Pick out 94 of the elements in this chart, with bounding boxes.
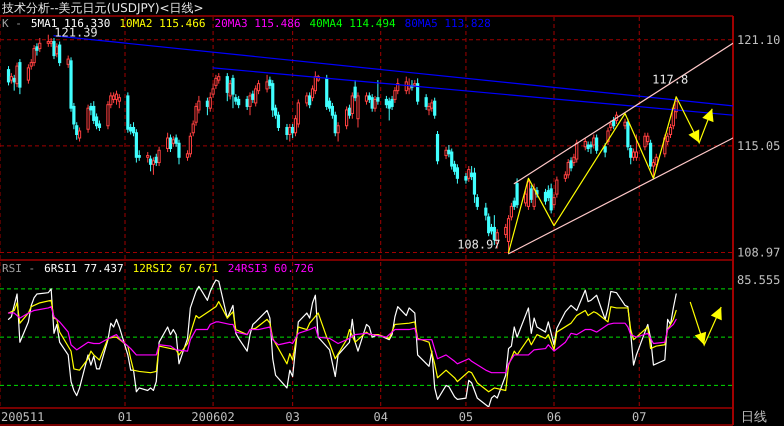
candlestick: [566, 158, 570, 179]
candlestick: [569, 156, 573, 172]
candlestick: [118, 94, 121, 109]
candlestick: [584, 138, 587, 151]
text: 85.555: [737, 273, 780, 287]
candlestick: [32, 44, 36, 67]
candlestick: [168, 134, 172, 153]
x-tick-label: 200511: [1, 410, 44, 424]
text: 12RSI2 67.671: [132, 262, 219, 275]
x-tick-label: 04: [373, 410, 388, 424]
candlestick: [373, 95, 377, 112]
candlestick: [148, 155, 152, 172]
candlestick: [354, 80, 357, 102]
candlestick: [586, 141, 590, 153]
y-tick-label: 108.97: [737, 246, 780, 260]
candlestick: [78, 126, 82, 142]
candlestick: [427, 102, 431, 116]
candlestick: [595, 134, 598, 154]
candlestick: [643, 132, 647, 151]
candlestick: [623, 118, 627, 130]
candlestick: [430, 98, 434, 112]
candlestick: [634, 134, 638, 162]
candlestick: [456, 164, 460, 184]
annotation: K -: [2, 17, 22, 30]
candlestick: [35, 42, 39, 56]
text: 24RSI3 60.726: [228, 262, 314, 275]
candlestick: [388, 97, 391, 121]
candlestick: [589, 141, 593, 154]
x-tick-label: 200602: [191, 410, 235, 424]
candlestick: [246, 95, 249, 110]
candlestick: [146, 152, 150, 164]
annotation: 10MA2 115.466: [119, 17, 206, 30]
candlestick: [649, 139, 652, 170]
candlestick: [467, 166, 470, 182]
candlestick: [58, 41, 62, 67]
candlestick: [265, 74, 269, 93]
candlestick: [416, 78, 420, 106]
candlestick: [612, 116, 616, 130]
annotation: 80MA5 113.828: [404, 17, 491, 30]
candlestick: [530, 184, 533, 204]
candlestick: [231, 74, 235, 109]
candlestick: [152, 156, 156, 176]
candlestick: [444, 146, 448, 160]
candlestick: [226, 72, 229, 102]
text: 6RSI1 77.437: [44, 262, 124, 275]
candlestick: [55, 42, 58, 58]
candlestick: [248, 92, 252, 116]
candlestick: [336, 122, 340, 142]
candlestick: [305, 92, 308, 107]
candlestick: [632, 148, 636, 162]
candlestick: [38, 38, 42, 53]
candlestick: [515, 178, 519, 209]
candlestick: [12, 74, 16, 92]
candlestick: [288, 123, 292, 142]
x-axis-title: 日线: [741, 410, 767, 425]
candlestick: [433, 97, 436, 120]
candlestick: [166, 132, 170, 153]
annotation: 20MA3 115.486: [214, 17, 301, 30]
candlestick: [646, 132, 650, 146]
candlestick: [350, 92, 354, 120]
candlestick: [550, 183, 553, 214]
candlestick: [291, 123, 294, 138]
candlestick: [6, 66, 10, 86]
candlestick: [10, 72, 13, 84]
candlestick: [345, 106, 348, 130]
x-tick-label: 01: [118, 410, 132, 424]
candlestick: [158, 146, 161, 167]
candlestick: [575, 139, 578, 164]
annotation: 40MA4 114.494: [310, 17, 396, 30]
candlestick: [592, 134, 596, 150]
y-tick-label: 115.05: [737, 138, 780, 153]
candlestick: [237, 95, 240, 109]
candlestick: [308, 92, 312, 109]
candlestick: [154, 153, 158, 167]
candlestick: [86, 104, 90, 134]
candlestick: [66, 55, 70, 68]
candlestick: [376, 80, 380, 106]
candlestick: [228, 80, 232, 100]
candlestick: [356, 92, 360, 128]
candlestick: [404, 76, 408, 95]
candlestick: [370, 94, 374, 112]
candlestick: [424, 94, 428, 110]
candlestick: [604, 142, 607, 158]
x-tick-label: 06: [546, 410, 562, 424]
x-tick-label: 07: [632, 410, 646, 424]
x-tick-label: 03: [285, 410, 300, 424]
candlestick: [172, 136, 175, 148]
y-tick-label: 121.10: [737, 32, 780, 47]
candlestick: [15, 62, 19, 88]
candlestick: [114, 90, 118, 106]
candlestick: [46, 34, 50, 48]
x-tick-label: 05: [458, 410, 474, 424]
chart-title: 技术分析--美元日元(USDJPY)<日线>: [1, 1, 204, 15]
text: RSI -: [2, 262, 36, 275]
